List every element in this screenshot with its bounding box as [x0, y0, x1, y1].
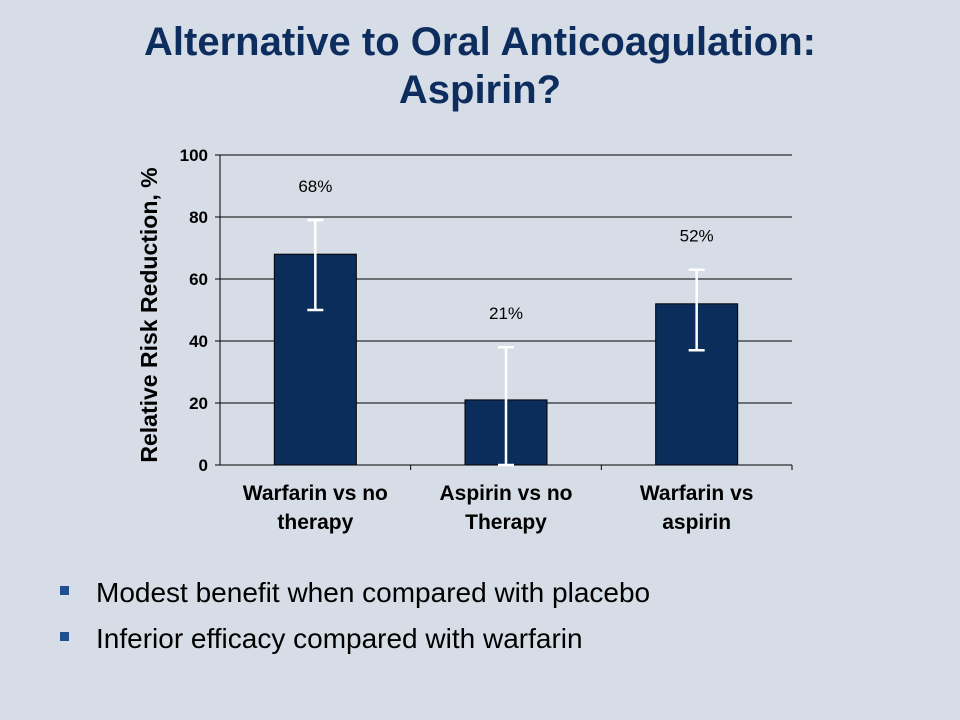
x-category-label: Aspirin vs no	[439, 482, 572, 505]
data-label: 21%	[489, 304, 523, 323]
data-label: 52%	[680, 227, 714, 246]
y-tick-label: 0	[199, 456, 208, 475]
title-line-1: Alternative to Oral Anticoagulation:	[144, 20, 816, 64]
bullet-item: Modest benefit when compared with placeb…	[60, 570, 920, 616]
y-tick-label: 40	[189, 332, 208, 351]
bullet-list: Modest benefit when compared with placeb…	[60, 570, 920, 662]
x-category-label: Warfarin vs no	[243, 482, 388, 505]
square-bullet-icon	[60, 586, 69, 595]
square-bullet-icon	[60, 632, 69, 641]
slide-title: Alternative to Oral Anticoagulation: Asp…	[0, 18, 960, 114]
bullet-item: Inferior efficacy compared with warfarin	[60, 616, 920, 662]
y-axis-label: Relative Risk Reduction, %	[136, 167, 162, 462]
y-tick-label: 20	[189, 394, 208, 413]
x-category-label: Therapy	[465, 511, 547, 534]
y-tick-label: 100	[180, 146, 208, 165]
data-label: 68%	[298, 177, 332, 196]
title-line-2: Aspirin?	[398, 68, 562, 112]
bullet-text: Modest benefit when compared with placeb…	[96, 577, 651, 608]
x-category-label: therapy	[277, 511, 353, 534]
x-category-label: Warfarin vs	[640, 482, 754, 505]
bullet-text: Inferior efficacy compared with warfarin	[96, 623, 583, 654]
y-tick-label: 80	[189, 208, 208, 227]
x-category-label: aspirin	[662, 511, 731, 534]
y-tick-label: 60	[189, 270, 208, 289]
